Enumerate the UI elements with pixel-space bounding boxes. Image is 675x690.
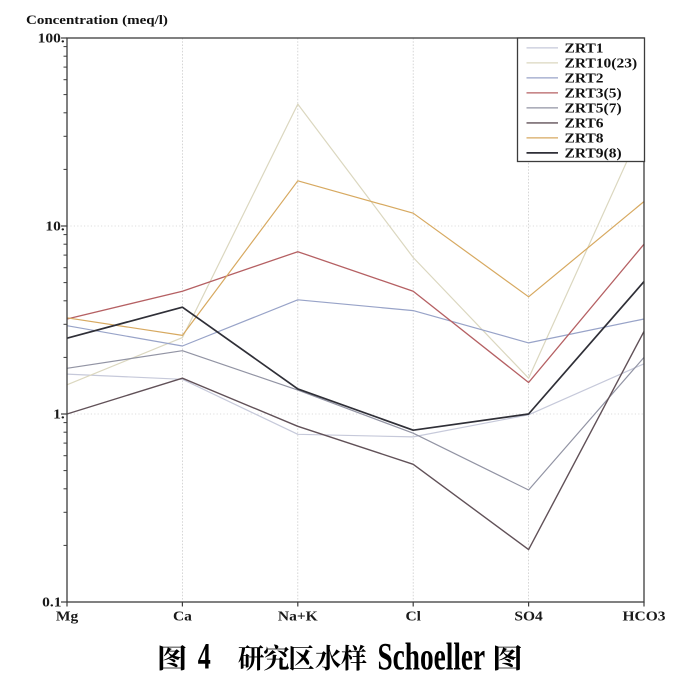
svg-text:ZRT5(7): ZRT5(7): [565, 102, 622, 117]
svg-text:Schoeller: Schoeller: [378, 636, 486, 679]
svg-text:Na+K: Na+K: [278, 610, 319, 625]
svg-text:Ca: Ca: [173, 610, 192, 625]
svg-text:ZRT3(5): ZRT3(5): [565, 87, 622, 102]
svg-text:ZRT2: ZRT2: [565, 72, 604, 87]
svg-text:ZRT6: ZRT6: [565, 117, 604, 132]
svg-text:Cl: Cl: [405, 610, 420, 625]
svg-text:100.: 100.: [38, 32, 65, 47]
svg-text:10.: 10.: [45, 220, 64, 235]
svg-text:0.1: 0.1: [42, 596, 61, 611]
svg-text:4: 4: [198, 636, 211, 676]
svg-text:ZRT1: ZRT1: [565, 42, 604, 57]
svg-text:SO4: SO4: [514, 610, 542, 625]
svg-text:Mg: Mg: [56, 610, 79, 625]
svg-text:1.: 1.: [53, 408, 65, 423]
svg-text:ZRT9(8): ZRT9(8): [565, 147, 622, 162]
svg-text:Concentration (meq/l): Concentration (meq/l): [26, 14, 168, 28]
svg-text:ZRT10(23): ZRT10(23): [565, 57, 638, 72]
svg-text:HCO3: HCO3: [622, 610, 665, 625]
svg-text:ZRT8: ZRT8: [565, 132, 604, 147]
